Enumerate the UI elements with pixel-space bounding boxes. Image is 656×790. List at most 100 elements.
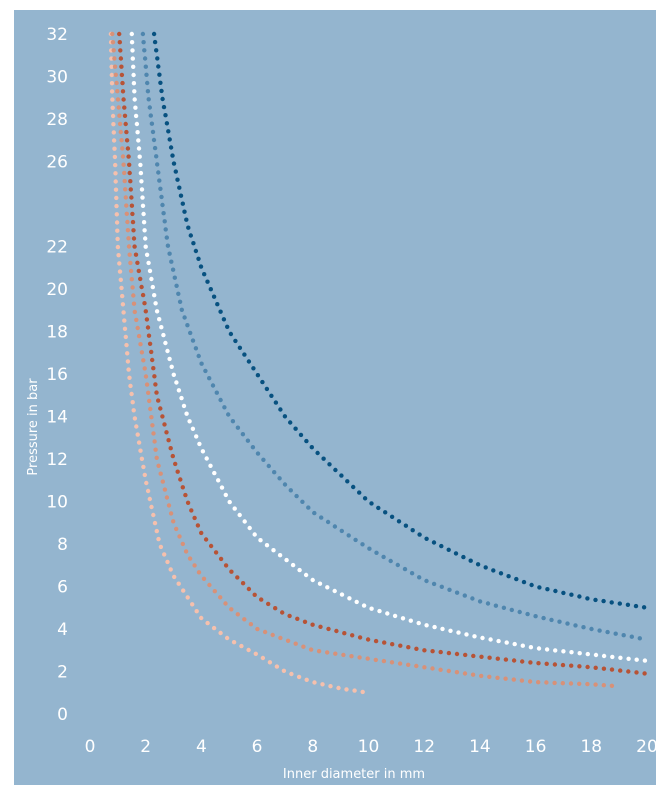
series-2-point: [127, 252, 132, 257]
series-3-point: [168, 446, 173, 451]
series-3-point: [135, 260, 140, 265]
series-1-point: [114, 220, 120, 225]
series-4-point: [179, 395, 184, 401]
series-1-point: [110, 105, 115, 111]
series-1-point: [158, 544, 164, 550]
series-4-point: [204, 456, 209, 461]
series-3-point: [180, 485, 185, 490]
series-6-point: [264, 386, 270, 392]
series-3-point: [189, 508, 194, 513]
series-3-point: [120, 89, 126, 94]
chart-background: [14, 10, 656, 785]
series-6-point: [157, 72, 162, 77]
series-4-point: [480, 635, 485, 641]
series-3-point: [123, 121, 128, 127]
series-3-point: [173, 461, 178, 467]
series-6-point: [237, 345, 243, 350]
series-5-point: [454, 590, 460, 595]
y-tick-label: 30: [46, 68, 68, 88]
series-4-point: [200, 449, 206, 454]
series-3-point: [160, 414, 165, 419]
series-3-point: [121, 97, 126, 102]
series-4-point: [520, 643, 525, 648]
x-axis-ticks: 0 2 4 6 8 10 12 14 16 18 20: [85, 737, 656, 757]
series-6-point: [193, 248, 199, 254]
series-3-point: [350, 633, 355, 638]
series-6-point: [182, 209, 187, 214]
series-6-point: [315, 450, 320, 456]
series-4-point: [464, 632, 469, 637]
series-2-point: [166, 503, 172, 508]
series-6-point: [166, 129, 171, 134]
series-5-point: [185, 323, 190, 328]
series-3-point: [127, 162, 132, 167]
series-3-point: [302, 619, 308, 624]
series-3-point: [124, 129, 129, 135]
series-2-point: [568, 681, 574, 686]
series-1-point: [115, 228, 120, 233]
series-1-point: [162, 552, 167, 557]
series-5-point: [146, 97, 151, 102]
series-3-point: [357, 635, 363, 640]
series-5-point: [142, 56, 148, 61]
series-2-point: [142, 366, 147, 371]
series-1-point: [121, 310, 126, 315]
series-4-point: [223, 492, 228, 498]
series-3-point: [471, 653, 476, 659]
series-3-point: [446, 650, 452, 656]
series-4-point: [504, 640, 509, 645]
series-3-point: [143, 309, 148, 314]
series-3-point: [149, 349, 154, 355]
series-4-point: [577, 651, 582, 656]
series-5-point: [517, 609, 522, 615]
series-6-point: [175, 177, 180, 182]
series-1-point: [172, 574, 177, 580]
series-3-point: [259, 597, 264, 602]
series-6-point: [170, 153, 175, 158]
series-4-point: [142, 228, 147, 233]
series-4-point: [140, 195, 145, 200]
series-4-point: [440, 626, 445, 632]
series-6-point: [461, 554, 466, 560]
series-6-point: [553, 588, 558, 594]
series-3-point: [132, 244, 137, 249]
series-6-point: [396, 519, 402, 524]
series-5-point: [188, 330, 193, 336]
series-2-point: [560, 681, 565, 686]
series-2-point: [248, 622, 254, 627]
series-5-point: [339, 528, 344, 534]
series-3-point: [326, 626, 331, 632]
series-1-point: [274, 664, 280, 669]
series-4-point: [134, 121, 140, 127]
series-5-point: [144, 72, 149, 78]
x-tick-label: 16: [525, 737, 547, 757]
series-2-point: [308, 647, 314, 652]
series-5-point: [158, 186, 163, 191]
series-6-point: [537, 585, 542, 590]
series-6-point: [171, 161, 177, 166]
series-2-point: [132, 309, 137, 315]
series-1-point: [125, 359, 131, 364]
series-2-point: [136, 333, 142, 339]
series-4-point: [135, 130, 140, 135]
series-2-point: [196, 570, 202, 575]
series-3-point: [129, 195, 134, 200]
series-5-point: [160, 202, 165, 208]
series-1-point: [253, 651, 258, 656]
series-6-point: [561, 590, 566, 596]
series-2-point: [158, 471, 163, 476]
series-4-point: [161, 332, 166, 338]
series-4-point: [130, 48, 135, 53]
series-3-point: [618, 668, 623, 673]
series-5-point: [210, 383, 216, 388]
series-4-point: [131, 64, 136, 70]
series-3-point: [130, 211, 135, 217]
series-5-point: [621, 633, 626, 638]
series-4-point: [181, 403, 187, 409]
series-4-point: [610, 654, 615, 660]
series-4-point: [408, 618, 413, 623]
series-5-point: [151, 137, 157, 143]
series-2: [110, 31, 615, 688]
series-3-point: [536, 661, 541, 666]
series-3-point: [406, 645, 411, 650]
